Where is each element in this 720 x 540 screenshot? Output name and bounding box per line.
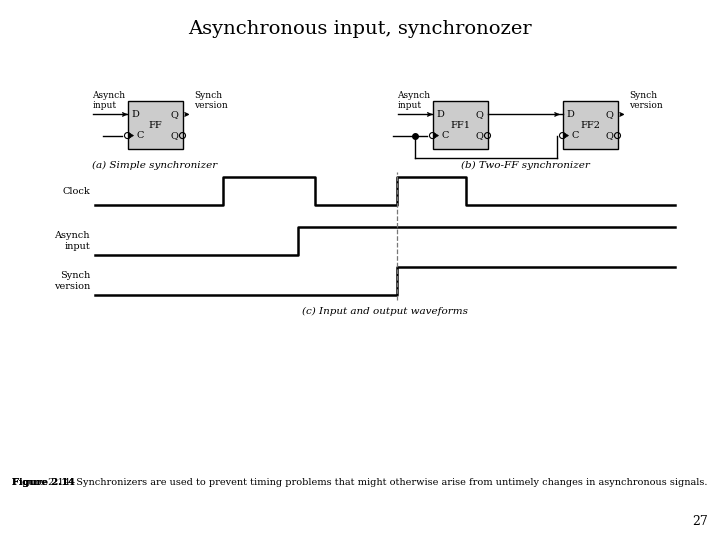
Text: Asynch
input: Asynch input bbox=[92, 91, 125, 111]
Text: 27: 27 bbox=[692, 515, 708, 528]
Text: FF1: FF1 bbox=[450, 120, 470, 130]
Text: (a) Simple synchronizer: (a) Simple synchronizer bbox=[92, 161, 217, 170]
Text: Synch
version: Synch version bbox=[54, 271, 90, 291]
Text: Q: Q bbox=[171, 110, 179, 119]
Bar bbox=[127, 101, 182, 149]
Text: D: D bbox=[436, 110, 444, 119]
Text: FF2: FF2 bbox=[580, 120, 600, 130]
Polygon shape bbox=[128, 132, 133, 139]
Text: C: C bbox=[441, 131, 449, 140]
Text: Synch
version: Synch version bbox=[629, 91, 663, 111]
Bar bbox=[562, 101, 618, 149]
Text: C: C bbox=[137, 131, 144, 140]
Text: Q: Q bbox=[606, 131, 613, 140]
Text: Figure 2.14: Figure 2.14 bbox=[12, 478, 75, 487]
Polygon shape bbox=[564, 132, 569, 139]
Text: Clock: Clock bbox=[62, 186, 90, 195]
Text: (c) Input and output waveforms: (c) Input and output waveforms bbox=[302, 307, 468, 316]
Text: Figure 2.14: Figure 2.14 bbox=[12, 478, 75, 487]
Text: Asynch
input: Asynch input bbox=[397, 91, 431, 111]
Text: (b) Two-FF synchronizer: (b) Two-FF synchronizer bbox=[461, 161, 590, 170]
Text: D: D bbox=[132, 110, 140, 119]
Text: C: C bbox=[572, 131, 579, 140]
Text: D: D bbox=[567, 110, 575, 119]
Bar bbox=[433, 101, 487, 149]
Text: Q: Q bbox=[171, 131, 179, 140]
Text: Asynch
input: Asynch input bbox=[55, 231, 90, 251]
Text: Q: Q bbox=[476, 110, 484, 119]
Text: FF: FF bbox=[148, 120, 162, 130]
Text: Figure 2.14  Synchronizers are used to prevent timing problems that might otherw: Figure 2.14 Synchronizers are used to pr… bbox=[12, 478, 708, 487]
Text: Q: Q bbox=[606, 110, 613, 119]
Text: Asynchronous input, synchronozer: Asynchronous input, synchronozer bbox=[188, 20, 532, 38]
Text: Synch
version: Synch version bbox=[194, 91, 228, 111]
Polygon shape bbox=[433, 132, 438, 139]
Text: Q: Q bbox=[476, 131, 484, 140]
